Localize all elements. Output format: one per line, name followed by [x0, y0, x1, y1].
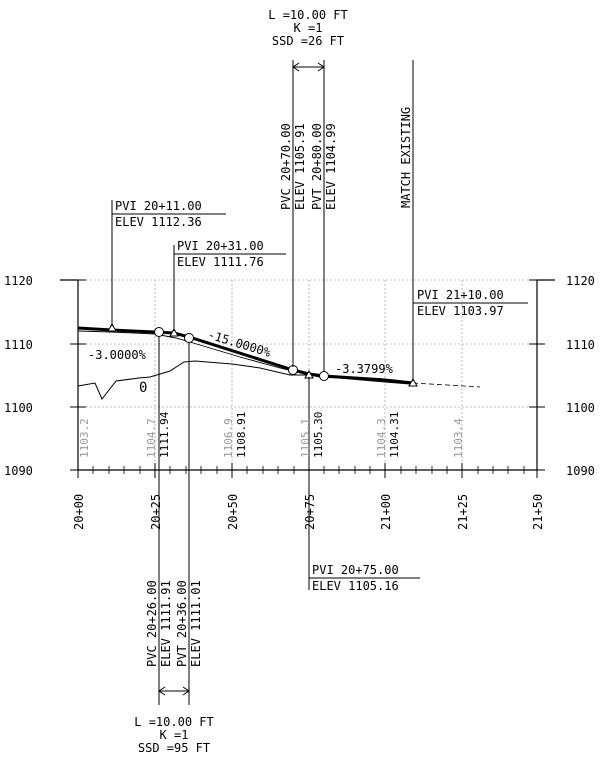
svg-text:1106.9: 1106.9	[222, 418, 235, 458]
top-curve-stations: PVC 20+70.00 ELEV 1105.91 PVT 20+80.00 E…	[279, 107, 413, 210]
marker-zero: 0	[139, 380, 147, 396]
pvi-markers	[107, 322, 418, 387]
y-tick-label: 1120	[4, 274, 33, 288]
pvt-elevation: ELEV 1104.99	[324, 123, 338, 210]
svg-text:PVI 20+11.00: PVI 20+11.00	[115, 199, 202, 213]
svg-text:PVI 20+75.00: PVI 20+75.00	[312, 563, 399, 577]
pvt-point	[184, 333, 194, 343]
y-tick-label: 1090	[566, 464, 595, 478]
pvi-marker	[408, 377, 418, 387]
axis-ticks	[70, 279, 545, 478]
pvi-1-label: PVI 20+11.00 ELEV 1112.36	[115, 199, 202, 229]
y-tick-label: 1100	[4, 401, 33, 415]
dimension-bottom	[158, 686, 190, 696]
top-curve-info: L =10.00 FT K =1 SSD =26 FT	[268, 8, 347, 48]
curve-length: L =10.00 FT	[134, 715, 213, 729]
curve-ssd: SSD =95 FT	[138, 741, 210, 755]
svg-text:ELEV 1112.36: ELEV 1112.36	[115, 215, 202, 229]
svg-text:ELEV 1105.16: ELEV 1105.16	[312, 579, 399, 593]
x-tick-label: 21+00	[379, 494, 393, 530]
bottom-curve-stations: PVC 20+26.00 ELEV 1111.91 PVT 20+36.00 E…	[145, 580, 203, 667]
svg-text:1108.91: 1108.91	[235, 412, 248, 458]
curve-length: L =10.00 FT	[268, 8, 347, 22]
pvt-point	[319, 371, 329, 381]
curve-ssd: SSD =26 FT	[272, 34, 344, 48]
label-underlines	[112, 213, 528, 579]
svg-text:1104.3: 1104.3	[375, 418, 388, 458]
existing-elevation-labels: 1103.2 1104.7 1106.9 1105.1 1104.3 1103.…	[78, 418, 465, 458]
pvi-4-label: PVI 20+75.00 ELEV 1105.16	[312, 563, 399, 593]
svg-text:1105.1: 1105.1	[299, 418, 312, 458]
pvt-station: PVT 20+36.00	[175, 580, 189, 667]
x-tick-label: 20+00	[72, 494, 86, 530]
dimension-top	[292, 62, 325, 72]
tangent-line-thin	[173, 332, 310, 376]
curve-k: K =1	[294, 21, 323, 35]
pvc-point	[154, 327, 164, 337]
svg-text:1111.94: 1111.94	[158, 411, 171, 458]
pvc-elevation: ELEV 1111.91	[159, 580, 173, 667]
match-existing-label: MATCH EXISTING	[399, 107, 413, 208]
y-tick-label: 1110	[4, 338, 33, 352]
proposed-elevation-labels: 1111.94 1108.91 1105.30 1104.31	[158, 411, 401, 458]
pvi-2-label: PVI 20+31.00 ELEV 1111.76	[177, 239, 264, 269]
x-tick-label: 21+25	[456, 494, 470, 530]
x-tick-label: 20+25	[149, 494, 163, 530]
y-tick-label: 1120	[566, 274, 595, 288]
grid	[78, 279, 537, 470]
leader-lines	[111, 60, 414, 705]
svg-text:ELEV 1111.76: ELEV 1111.76	[177, 255, 264, 269]
y-axis-left: 1120 1110 1100 1090	[4, 274, 33, 478]
pvc-station: PVC 20+70.00	[279, 123, 293, 210]
pvi-3-label: PVI 21+10.00 ELEV 1103.97	[417, 288, 504, 318]
pvc-station: PVC 20+26.00	[145, 580, 159, 667]
x-axis: 20+00 20+25 20+50 20+75 21+00 21+25 21+5…	[72, 494, 545, 530]
svg-text:PVI 20+31.00: PVI 20+31.00	[177, 239, 264, 253]
axis-minor-ticks	[92, 466, 525, 474]
grade-label: -3.3799%	[335, 362, 394, 376]
y-axis-right: 1120 1110 1100 1090	[566, 274, 595, 478]
svg-text:1104.7: 1104.7	[145, 418, 158, 458]
curve-k: K =1	[160, 728, 189, 742]
y-tick-label: 1110	[566, 338, 595, 352]
y-tick-label: 1100	[566, 401, 595, 415]
tangent-extension	[412, 382, 481, 388]
grade-label: -3.0000%	[88, 348, 147, 362]
bottom-curve-info: L =10.00 FT K =1 SSD =95 FT	[134, 715, 213, 755]
pvc-elevation: ELEV 1105.91	[293, 123, 307, 210]
svg-text:1103.2: 1103.2	[78, 418, 91, 458]
pvt-elevation: ELEV 1111.01	[189, 580, 203, 667]
svg-text:1103.4: 1103.4	[452, 418, 465, 458]
svg-text:1105.30: 1105.30	[312, 412, 325, 458]
svg-text:ELEV 1103.97: ELEV 1103.97	[417, 304, 504, 318]
svg-text:PVI 21+10.00: PVI 21+10.00	[417, 288, 504, 302]
pvi-marker	[169, 327, 179, 337]
y-tick-label: 1090	[4, 464, 33, 478]
grade-label: -15.0000%	[206, 327, 273, 360]
x-tick-label: 20+75	[303, 494, 317, 530]
x-tick-label: 20+50	[226, 494, 240, 530]
x-tick-label: 21+50	[531, 494, 545, 530]
pvi-marker	[107, 322, 117, 332]
svg-text:1104.31: 1104.31	[388, 412, 401, 458]
pvt-station: PVT 20+80.00	[310, 123, 324, 210]
